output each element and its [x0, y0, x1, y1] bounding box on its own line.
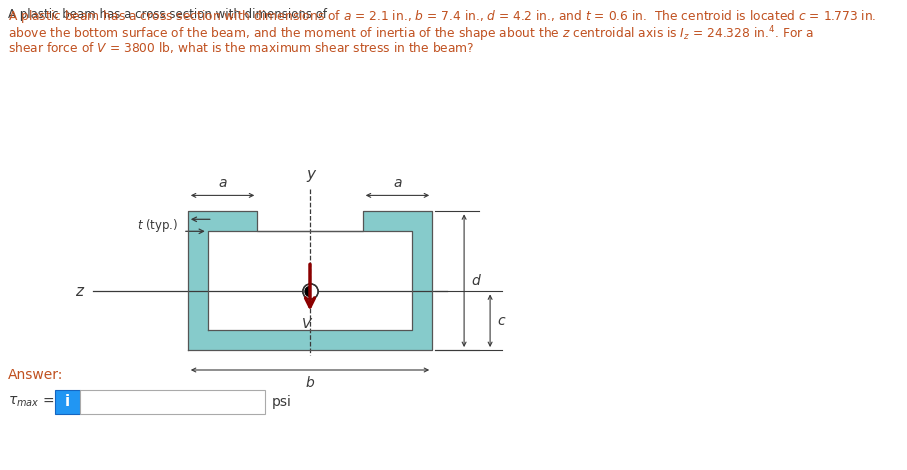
- Text: $z$: $z$: [74, 284, 85, 299]
- Text: $V$: $V$: [301, 318, 313, 331]
- Text: shear force of $V$ = 3800 lb, what is the maximum shear stress in the beam?: shear force of $V$ = 3800 lb, what is th…: [8, 40, 474, 55]
- Text: A plastic beam has a cross section with dimensions of: A plastic beam has a cross section with …: [8, 8, 331, 21]
- Text: above the bottom surface of the beam, and the moment of inertia of the shape abo: above the bottom surface of the beam, an…: [8, 24, 814, 44]
- Text: $a$: $a$: [218, 176, 228, 190]
- Text: Answer:: Answer:: [8, 368, 63, 382]
- Bar: [363, 212, 432, 231]
- FancyBboxPatch shape: [80, 390, 265, 414]
- FancyBboxPatch shape: [55, 390, 80, 414]
- Wedge shape: [310, 287, 315, 297]
- Wedge shape: [305, 287, 310, 297]
- Text: $a$: $a$: [393, 176, 402, 190]
- Bar: [188, 212, 258, 231]
- Text: $d$: $d$: [471, 273, 482, 288]
- Text: $y$: $y$: [307, 168, 317, 184]
- Text: $c$: $c$: [497, 314, 506, 328]
- Text: =: =: [42, 395, 54, 409]
- Text: A plastic beam has a cross section with dimensions of $a$ = 2.1 in., $b$ = 7.4 i: A plastic beam has a cross section with …: [8, 8, 876, 25]
- Text: i: i: [65, 394, 70, 409]
- Text: psi: psi: [272, 395, 292, 409]
- Text: $b$: $b$: [305, 375, 315, 390]
- Text: $t$ (typ.): $t$ (typ.): [137, 217, 178, 234]
- Text: $\tau_{max}$: $\tau_{max}$: [8, 395, 40, 409]
- Bar: [208, 212, 413, 330]
- Bar: [188, 212, 432, 350]
